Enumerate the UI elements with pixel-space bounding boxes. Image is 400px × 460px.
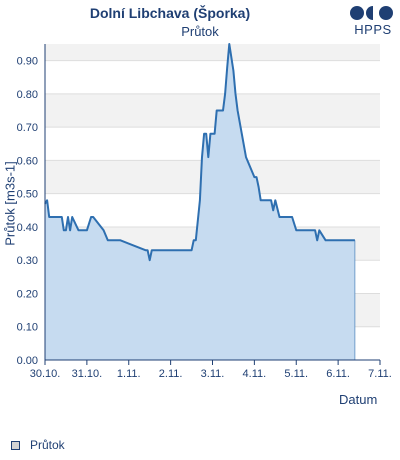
- x-tick-label: 4.11.: [243, 368, 267, 380]
- chart-title: Dolní Libchava (Šporka): [89, 5, 251, 21]
- hpps-logo: HPPS: [348, 6, 398, 40]
- y-tick-label: 0.40: [17, 222, 38, 234]
- x-tick-label: 31.10.: [72, 368, 103, 380]
- x-tick-label: 3.11.: [201, 368, 225, 380]
- y-tick-label: 0.80: [17, 89, 38, 101]
- y-tick-label: 0.00: [17, 355, 38, 367]
- y-tick-label: 0.90: [17, 56, 38, 68]
- x-axis-label: Datum: [339, 392, 378, 407]
- x-tick-label: 7.11.: [368, 368, 392, 380]
- y-tick-label: 0.60: [17, 155, 38, 167]
- legend-swatch: [11, 441, 20, 450]
- x-tick-label: 2.11.: [159, 368, 183, 380]
- grid-band: [45, 44, 380, 61]
- y-tick-label: 0.10: [17, 322, 38, 334]
- flow-chart: 0.00 0.10 0.20 0.30 0.40 0.50 0.60 0.70 0.80 0.90…: [17, 43, 392, 380]
- flow-line: [44, 43, 355, 262]
- chart-subtitle: Průtok: [181, 24, 219, 39]
- legend-label: Průtok: [30, 438, 65, 452]
- x-tick-label: 30.10.: [30, 368, 61, 380]
- y-tick-label: 0.30: [17, 255, 38, 267]
- x-tick-label: 1.11.: [117, 368, 141, 380]
- logo-text: HPPS: [354, 22, 392, 37]
- x-tick-label: 6.11.: [326, 368, 350, 380]
- y-tick-label: 0.20: [17, 288, 38, 300]
- hpps-logo-icon: [350, 6, 393, 20]
- x-tick-label: 5.11.: [284, 368, 308, 380]
- grid-band: [45, 93, 380, 128]
- y-tick-label: 0.70: [17, 122, 38, 134]
- y-tick-label: 0.50: [17, 189, 38, 201]
